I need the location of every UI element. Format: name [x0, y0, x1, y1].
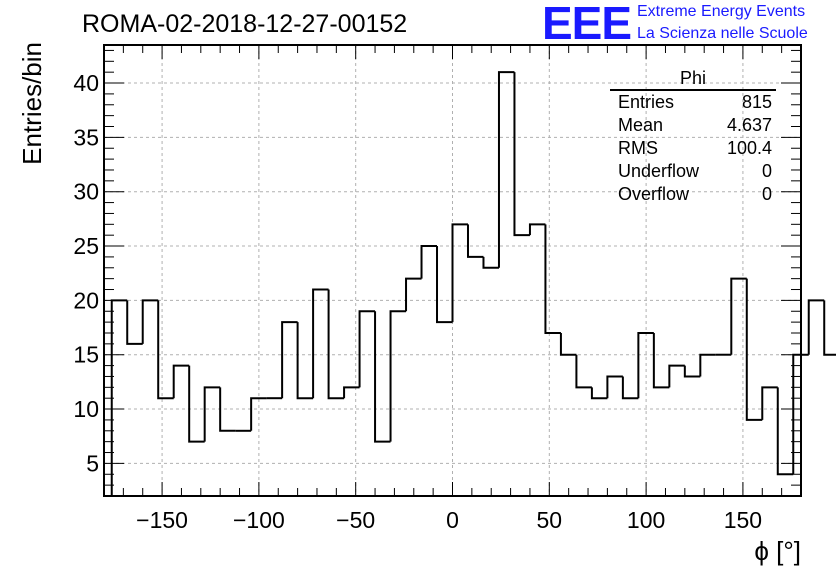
logo-caption-line2: La Scienza nelle Scuole: [637, 25, 808, 42]
histogram-bar: [374, 311, 391, 443]
histogram-bar: [343, 386, 360, 399]
histogram-bar: [358, 310, 376, 388]
x-tick-label: 50: [537, 507, 563, 533]
chart-title: ROMA-02-2018-12-27-00152: [82, 10, 408, 38]
y-tick-label: 5: [86, 450, 99, 476]
histogram-bar: [575, 354, 592, 389]
histogram-bar: [668, 364, 685, 388]
histogram-bar: [637, 331, 654, 399]
y-tick-label: 20: [73, 287, 99, 313]
y-tick-label: 40: [73, 70, 99, 96]
histogram-bar: [203, 386, 221, 442]
histogram-bar: [327, 289, 345, 400]
histogram-bar: [807, 299, 825, 355]
stats-label: Entries: [618, 92, 675, 112]
histogram-bar: [312, 288, 329, 399]
x-axis-label: ϕ [°]: [754, 536, 801, 566]
histogram-bar: [172, 364, 190, 399]
histogram-bar: [606, 375, 623, 399]
y-tick-label: 35: [73, 124, 99, 150]
histogram-bar: [513, 72, 530, 237]
y-tick-label: 30: [73, 179, 99, 205]
histogram-bar: [405, 277, 422, 312]
stats-value: 815: [741, 92, 772, 112]
stats-box: Phi Entries 815 Mean 4.637 RMS 100.4 Und…: [610, 68, 776, 206]
x-tick-label: 100: [627, 507, 665, 533]
x-tick-label: 150: [724, 507, 762, 533]
histogram-bar: [590, 387, 608, 400]
histogram-bar: [761, 386, 778, 420]
y-tick-label: 25: [73, 233, 99, 259]
x-tick-label: −100: [233, 507, 285, 533]
y-axis-label: Entries/bin: [17, 42, 47, 165]
histogram-bar: [730, 277, 747, 355]
histogram-bar: [436, 246, 453, 324]
x-tick-label: −150: [136, 507, 188, 533]
histogram-bar: [219, 387, 236, 432]
histogram-bar: [296, 322, 314, 400]
y-tick-label: 15: [73, 342, 99, 368]
histogram-bar: [683, 365, 701, 378]
histogram-bar: [157, 300, 174, 400]
histogram-bar: [451, 223, 468, 323]
stats-value: 4.637: [726, 115, 772, 135]
histogram-bar: [250, 397, 267, 431]
histogram-bar: [389, 310, 407, 442]
stats-row-mean: Mean 4.637: [612, 114, 776, 137]
stats-label: Overflow: [618, 184, 690, 204]
histogram-bar: [281, 321, 298, 399]
eee-logo: EEE: [542, 0, 632, 49]
stats-label: Underflow: [618, 161, 700, 181]
histogram-bar: [652, 332, 670, 389]
stats-label: Mean: [618, 115, 664, 135]
histogram-bar: [420, 245, 438, 279]
x-tick-label: 0: [446, 507, 459, 533]
y-tick-label: 10: [73, 396, 99, 422]
stats-box-title: Phi: [610, 68, 776, 91]
stats-value: 0: [761, 161, 772, 181]
stats-label: RMS: [618, 138, 658, 158]
histogram-bar: [776, 387, 794, 476]
histogram-bar: [823, 300, 836, 356]
histogram-bar: [699, 353, 716, 377]
histogram-bar: [466, 224, 484, 258]
stats-row-underflow: Underflow 0: [612, 160, 776, 183]
histogram-bar: [110, 299, 128, 496]
histogram-bar: [497, 71, 515, 268]
stats-row-entries: Entries 815: [612, 91, 776, 114]
histogram-bar: [559, 332, 577, 356]
logo-caption-line1: Extreme Energy Events: [637, 3, 806, 20]
histogram-bar: [528, 223, 546, 236]
histogram-bar: [482, 256, 499, 269]
stats-value: 100.4: [726, 138, 772, 158]
histogram-bar: [621, 376, 639, 400]
histogram-bar: [188, 365, 205, 443]
x-tick-label: −50: [336, 507, 375, 533]
stats-value: 0: [761, 184, 772, 204]
stats-row-overflow: Overflow 0: [612, 183, 776, 206]
histogram-bar: [544, 224, 561, 334]
histogram-bar: [141, 299, 159, 344]
histogram-bar: [126, 300, 143, 345]
stats-row-rms: RMS 100.4: [612, 137, 776, 160]
histogram-bar: [745, 278, 763, 421]
